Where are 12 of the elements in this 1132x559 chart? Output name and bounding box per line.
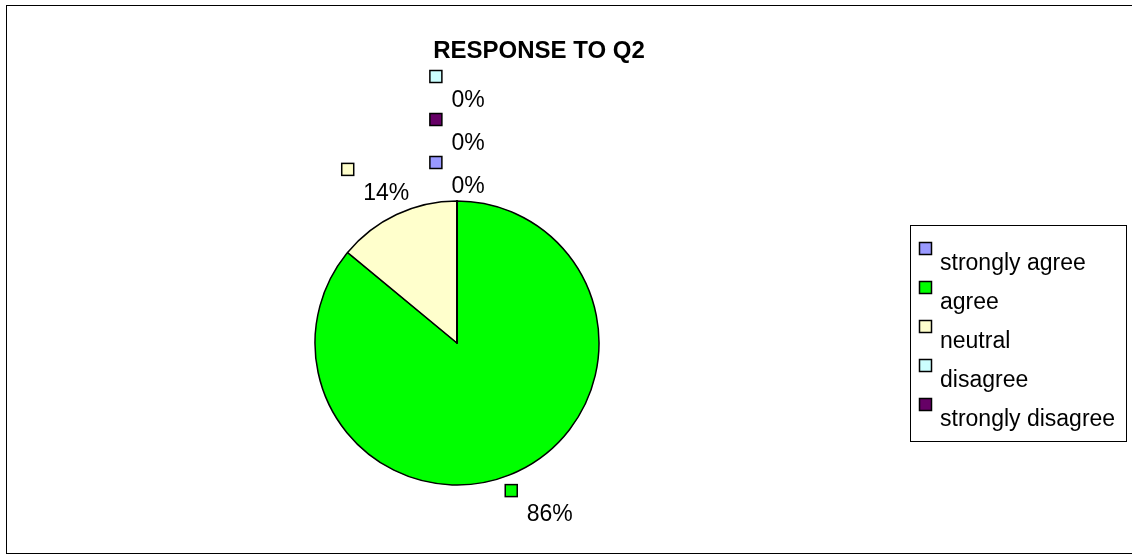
legend-label: neutral: [940, 327, 1011, 353]
chart-title: RESPONSE TO Q2: [433, 36, 645, 63]
text: 0%: [451, 172, 485, 198]
text: 0%: [451, 86, 485, 112]
legend-label: strongly agree: [940, 249, 1086, 275]
data-label: 14%: [363, 178, 410, 205]
text: 0%: [451, 129, 485, 155]
pie-slice: [314, 200, 600, 486]
data-label: 86%: [526, 500, 573, 527]
legend-label: agree: [940, 288, 999, 314]
legend-label: strongly disagree: [940, 405, 1116, 431]
legend-label: disagree: [940, 366, 1029, 392]
